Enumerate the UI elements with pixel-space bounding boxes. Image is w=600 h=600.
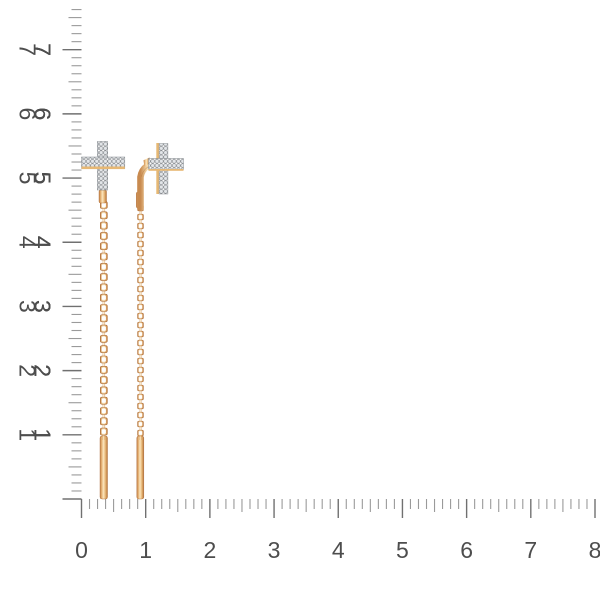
- svg-text:1: 1: [29, 428, 55, 441]
- svg-text:5: 5: [396, 537, 409, 563]
- svg-text:2: 2: [203, 537, 216, 563]
- svg-text:5: 5: [29, 172, 55, 185]
- svg-text:1: 1: [139, 537, 152, 563]
- svg-text:6: 6: [460, 537, 473, 563]
- svg-text:4: 4: [29, 236, 55, 249]
- svg-text:0: 0: [75, 537, 88, 563]
- svg-text:6: 6: [29, 107, 55, 120]
- svg-text:4: 4: [332, 537, 345, 563]
- svg-text:3: 3: [268, 537, 281, 563]
- svg-text:2: 2: [29, 364, 55, 377]
- svg-text:7: 7: [524, 537, 537, 563]
- svg-text:3: 3: [29, 300, 55, 313]
- svg-text:8: 8: [589, 537, 600, 563]
- svg-text:7: 7: [29, 43, 55, 56]
